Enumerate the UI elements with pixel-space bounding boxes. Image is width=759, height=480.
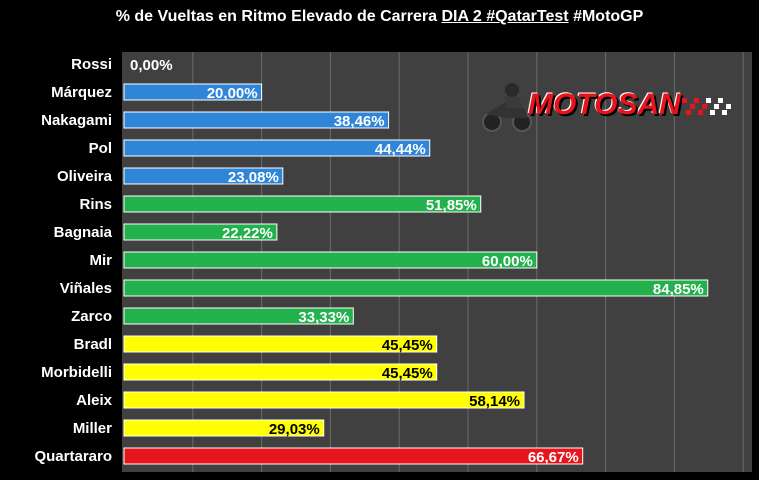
data-label: 45,45% bbox=[382, 365, 433, 382]
data-label: 38,46% bbox=[334, 113, 385, 130]
flag-square bbox=[702, 104, 707, 109]
data-label: 22,22% bbox=[222, 225, 273, 242]
category-label: Miller bbox=[73, 420, 112, 437]
data-label: 0,00% bbox=[130, 57, 173, 74]
bar bbox=[123, 335, 438, 353]
title-main: % de Vueltas en Ritmo Elevado de Carrera bbox=[115, 8, 437, 25]
category-label: Viñales bbox=[60, 280, 112, 297]
chart-title: % de Vueltas en Ritmo Elevado de Carrera… bbox=[0, 8, 759, 26]
category-label: Quartararo bbox=[34, 448, 112, 465]
data-label: 60,00% bbox=[482, 253, 533, 270]
data-label: 44,44% bbox=[375, 141, 426, 158]
category-label: Rins bbox=[79, 196, 112, 213]
bar bbox=[123, 363, 438, 381]
bar bbox=[123, 279, 709, 297]
data-label: 29,03% bbox=[269, 421, 320, 438]
flag-square bbox=[690, 104, 695, 109]
bar bbox=[123, 167, 284, 185]
category-label: Aleix bbox=[76, 392, 113, 409]
data-label: 84,85% bbox=[653, 281, 704, 298]
flag-square bbox=[682, 98, 687, 103]
category-label: Márquez bbox=[51, 84, 112, 101]
flag-square bbox=[694, 98, 699, 103]
category-label: Morbidelli bbox=[41, 364, 112, 381]
category-label: Bradl bbox=[74, 336, 112, 353]
flag-square bbox=[698, 110, 703, 115]
category-label: Nakagami bbox=[41, 112, 112, 129]
bar bbox=[123, 391, 525, 409]
bar bbox=[123, 111, 390, 129]
bar bbox=[123, 195, 482, 213]
logo-text: MOTOSAN bbox=[528, 88, 681, 121]
bar bbox=[123, 223, 278, 241]
category-label: Mir bbox=[90, 252, 113, 269]
data-label: 66,67% bbox=[528, 449, 579, 466]
category-label: Rossi bbox=[71, 56, 112, 73]
data-label: 20,00% bbox=[207, 85, 258, 102]
flag-square bbox=[714, 104, 719, 109]
flag-square bbox=[686, 110, 691, 115]
title-day: DIA 2 #QatarTest bbox=[441, 8, 569, 25]
category-label: Oliveira bbox=[57, 168, 113, 185]
checkered-flag-icon bbox=[682, 98, 731, 115]
data-label: 58,14% bbox=[469, 393, 520, 410]
bar bbox=[123, 83, 263, 101]
flag-square bbox=[726, 104, 731, 109]
flag-square bbox=[718, 98, 723, 103]
data-label: 23,08% bbox=[228, 169, 279, 186]
category-label: Bagnaia bbox=[54, 224, 113, 241]
bar bbox=[123, 139, 431, 157]
bar bbox=[123, 419, 325, 437]
flag-square bbox=[706, 98, 711, 103]
category-label: Pol bbox=[89, 140, 112, 157]
bar bbox=[123, 307, 354, 325]
data-label: 33,33% bbox=[298, 309, 349, 326]
flag-square bbox=[722, 110, 727, 115]
category-label: Zarco bbox=[71, 308, 112, 325]
flag-square bbox=[710, 110, 715, 115]
bar bbox=[123, 251, 538, 269]
data-label: 51,85% bbox=[426, 197, 477, 214]
title-hashtag: #MotoGP bbox=[573, 8, 644, 25]
motorcycle-rider-icon bbox=[482, 83, 532, 132]
bar bbox=[123, 447, 584, 465]
motosan-logo: MOTOSAN bbox=[476, 78, 746, 134]
data-label: 45,45% bbox=[382, 337, 433, 354]
